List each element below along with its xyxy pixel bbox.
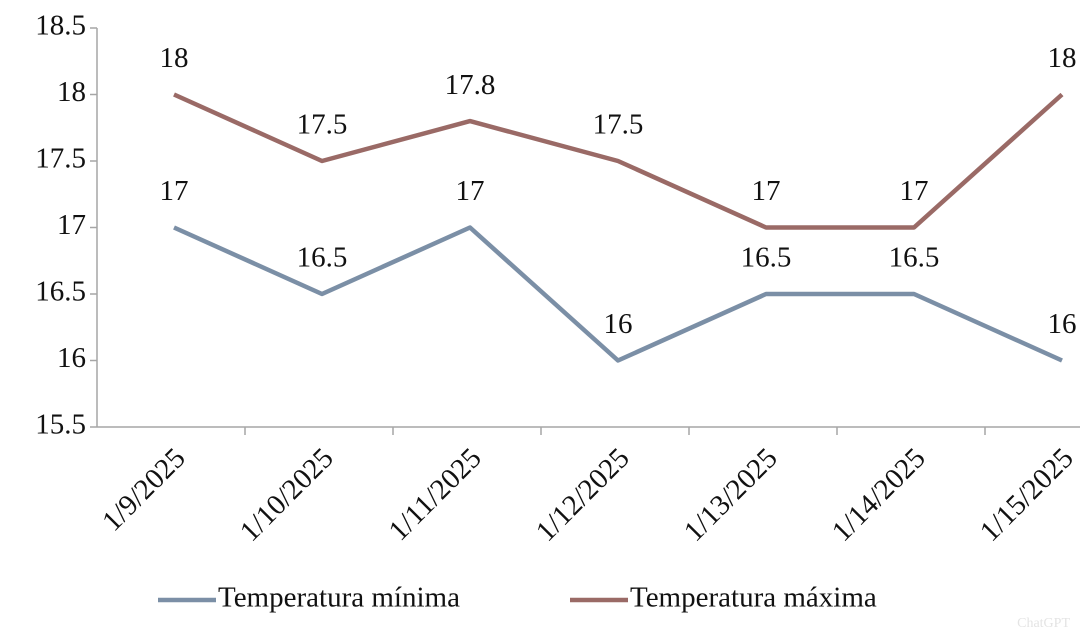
y-tick-label: 17.5 bbox=[35, 143, 86, 175]
data-label: 16.5 bbox=[297, 242, 348, 274]
data-label: 17.8 bbox=[445, 69, 496, 101]
data-label: 18 bbox=[160, 42, 189, 74]
data-label: 16.5 bbox=[889, 242, 940, 274]
series-line bbox=[173, 92, 1064, 230]
watermark: ChatGPT bbox=[1017, 616, 1070, 631]
data-label: 17 bbox=[160, 175, 189, 207]
y-tick-label: 16 bbox=[57, 342, 86, 374]
data-label: 17 bbox=[456, 175, 485, 207]
x-tick-label: 1/14/2025 bbox=[826, 442, 932, 548]
x-tick-label: 1/12/2025 bbox=[530, 442, 636, 548]
y-tick-label: 15.5 bbox=[35, 409, 86, 441]
data-label: 17.5 bbox=[297, 109, 348, 141]
legend-label: Temperatura máxima bbox=[630, 582, 877, 614]
data-label: 17.5 bbox=[593, 109, 644, 141]
data-label: 16 bbox=[1048, 308, 1077, 340]
x-tick-label: 1/15/2025 bbox=[974, 442, 1080, 548]
series-line bbox=[173, 225, 1063, 363]
y-tick-label: 18 bbox=[57, 76, 86, 108]
x-tick-label: 1/10/2025 bbox=[234, 442, 340, 548]
data-label: 16.5 bbox=[741, 242, 792, 274]
y-tick-label: 16.5 bbox=[35, 276, 86, 308]
x-tick-label: 1/9/2025 bbox=[96, 442, 192, 538]
legend-label: Temperatura mínima bbox=[218, 582, 460, 614]
data-label: 17 bbox=[752, 175, 781, 207]
data-label: 18 bbox=[1048, 42, 1077, 74]
y-tick-label: 17 bbox=[57, 209, 86, 241]
data-label: 16 bbox=[604, 308, 633, 340]
x-tick-label: 1/13/2025 bbox=[678, 442, 784, 548]
data-label: 17 bbox=[900, 175, 929, 207]
y-tick-label: 18.5 bbox=[35, 10, 86, 42]
x-tick-label: 1/11/2025 bbox=[383, 442, 488, 547]
